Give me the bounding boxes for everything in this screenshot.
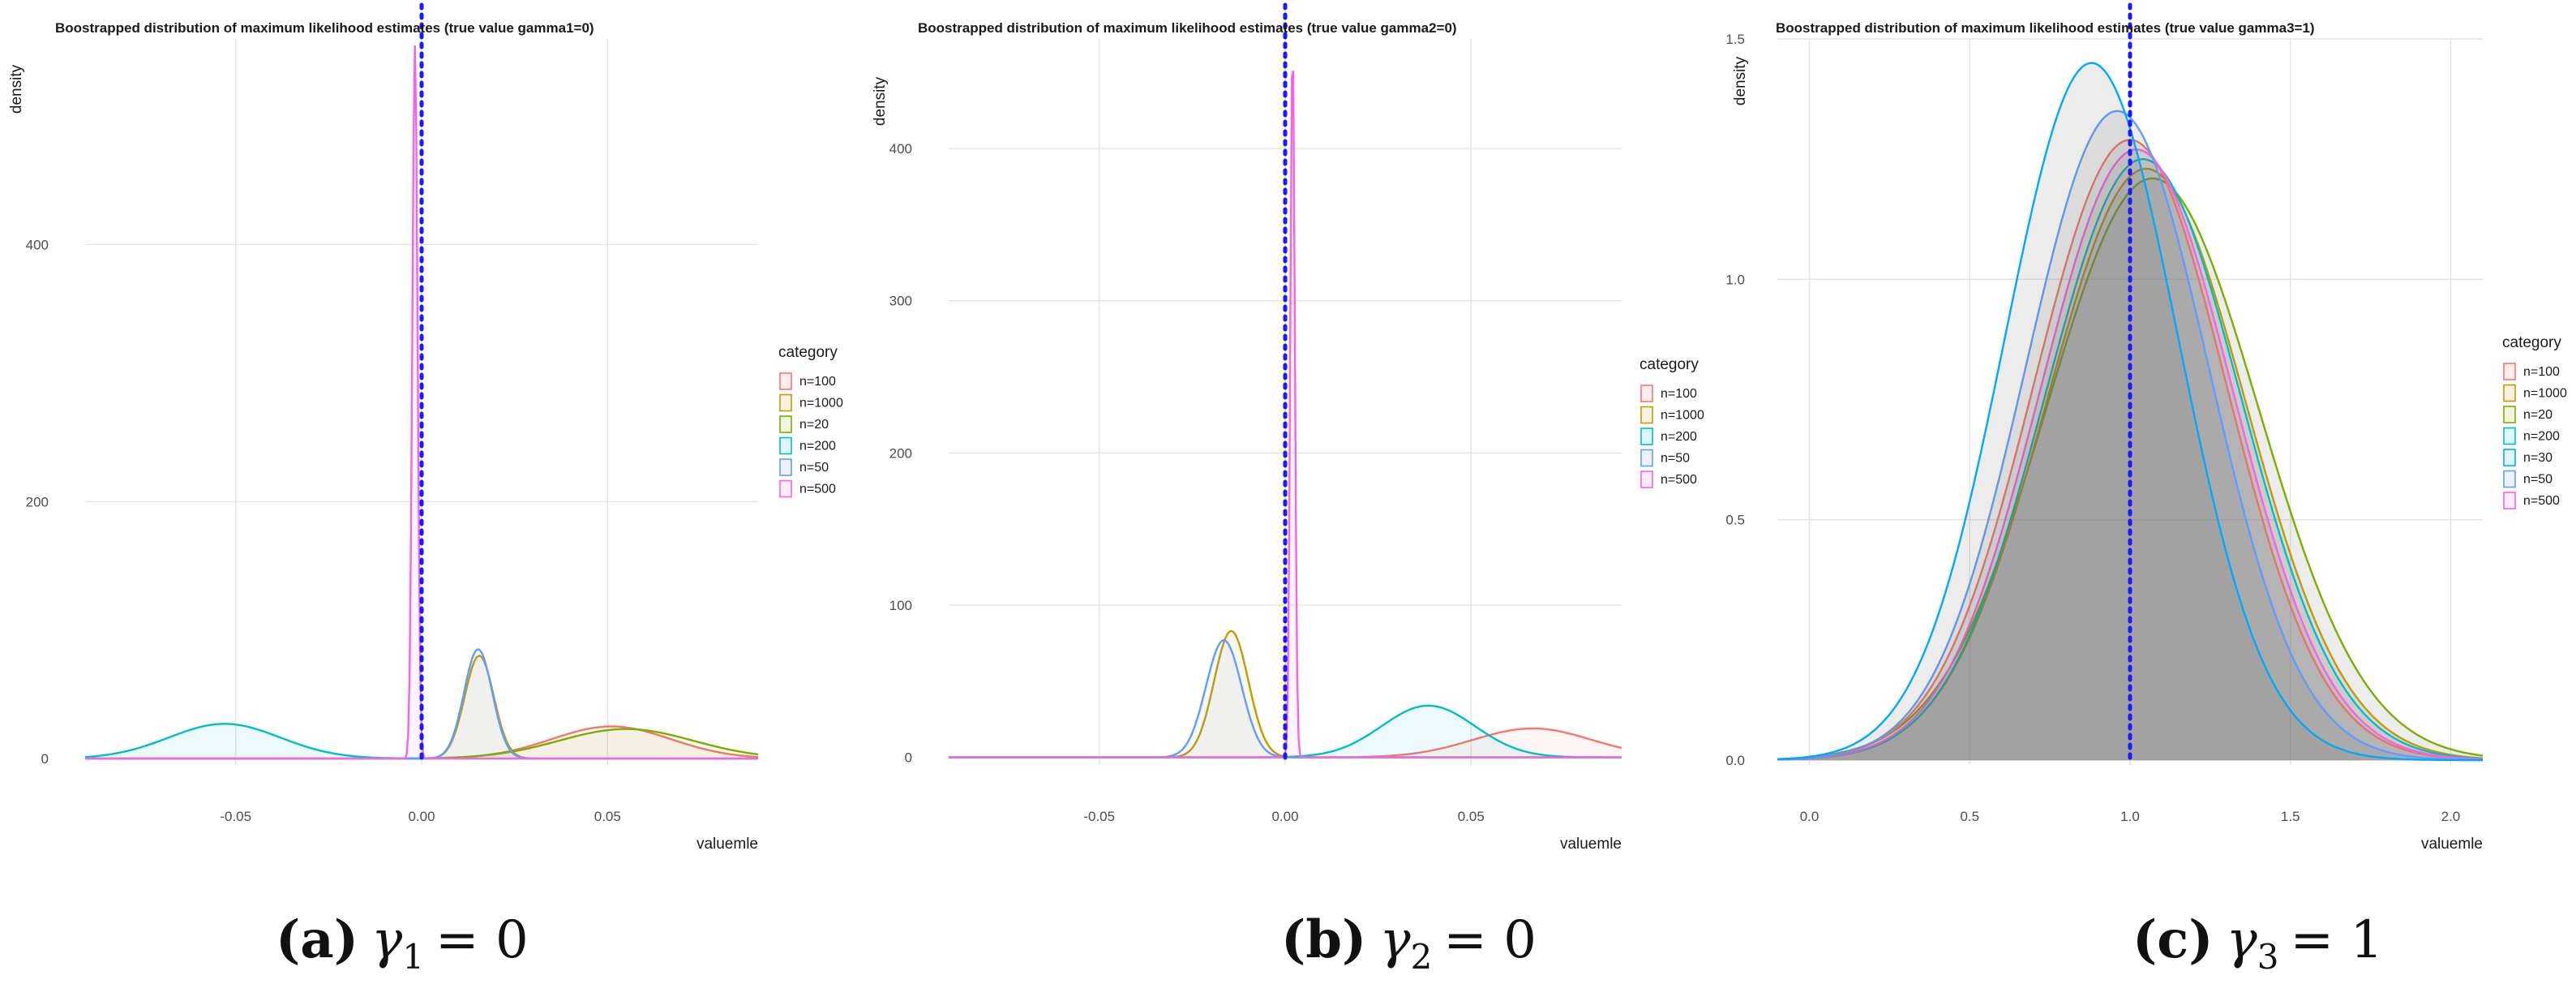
x-tick-label: 2.0	[2441, 809, 2461, 824]
y-tick-label: 1.0	[1725, 272, 1745, 287]
chart-title: Boostrapped distribution of maximum like…	[918, 20, 1457, 36]
y-axis-label: density	[872, 76, 889, 126]
legend-label-n=1000: n=1000	[1661, 409, 1704, 423]
x-tick-label: -0.05	[1083, 809, 1115, 824]
chart-title: Boostrapped distribution of maximum like…	[1776, 20, 2315, 36]
legend-key-n=30	[2503, 449, 2516, 466]
legend-label-n=100: n=100	[799, 375, 836, 389]
legend-key-n=20	[2503, 406, 2516, 423]
legend-key-n=50	[1640, 449, 1653, 467]
x-axis-label: valuemle	[2421, 836, 2483, 853]
legend-key-n=500	[779, 479, 792, 498]
panel-c-gamma3: Boostrapped distribution of maximum like…	[1725, 2, 2567, 977]
panel-caption: (c) γ3 = 1	[2132, 909, 2383, 977]
x-tick-label: 0.00	[1271, 809, 1298, 824]
legend-key-n=100	[1640, 385, 1653, 402]
legend-label-n=200: n=200	[2523, 430, 2560, 444]
density-area-n=100	[949, 728, 1622, 758]
density-curve-n=30	[1777, 62, 2483, 762]
x-axis-label: valuemle	[697, 836, 758, 853]
density-area-n=100	[85, 726, 758, 759]
legend-label-n=50: n=50	[1661, 452, 1690, 466]
x-tick-label: 0.0	[1800, 809, 1819, 824]
y-axis-label: density	[8, 64, 25, 114]
density-area-n=20	[1777, 178, 2483, 761]
legend-label-n=1000: n=1000	[2523, 387, 2567, 401]
legend-key-n=20	[779, 415, 792, 433]
y-tick-label: 0.5	[1725, 513, 1745, 528]
density-curve-n=500	[85, 45, 758, 760]
panel-caption: (b) γ2 = 0	[1281, 909, 1537, 977]
legend-label-n=1000: n=1000	[799, 397, 843, 410]
x-tick-label: 1.0	[2120, 809, 2140, 824]
x-tick-label: -0.05	[220, 809, 251, 824]
density-area-n=30	[1777, 62, 2483, 761]
legend-title: category	[2502, 334, 2561, 351]
chart-title: Boostrapped distribution of maximum like…	[55, 20, 594, 36]
y-tick-label: 0	[41, 751, 49, 767]
y-tick-label: 0.0	[1725, 753, 1745, 768]
y-axis-label: density	[1732, 56, 1749, 105]
x-tick-label: 0.00	[408, 809, 435, 824]
legend-title: category	[1639, 356, 1699, 373]
density-area-n=200	[1777, 159, 2483, 761]
x-tick-label: 0.05	[594, 809, 621, 824]
legend-key-n=500	[1640, 471, 1653, 488]
y-tick-label: 0	[905, 750, 912, 766]
y-tick-label: 200	[889, 445, 912, 461]
y-tick-label: 1.5	[1725, 32, 1745, 47]
legend-label-n=200: n=200	[799, 440, 836, 453]
density-area-n=200	[949, 705, 1622, 758]
y-tick-label: 300	[889, 294, 912, 309]
x-tick-label: 0.05	[1458, 809, 1485, 824]
y-tick-label: 400	[889, 141, 912, 157]
legend-key-n=200	[2503, 427, 2516, 445]
legend-label-n=500: n=500	[1661, 473, 1697, 487]
density-area-n=20	[85, 728, 758, 759]
x-tick-label: 0.5	[1960, 809, 1979, 824]
legend-label-n=500: n=500	[799, 483, 836, 496]
legend-label-n=100: n=100	[2523, 365, 2560, 379]
legend-label-n=20: n=20	[799, 418, 829, 432]
legend-key-n=200	[779, 436, 792, 455]
y-tick-label: 400	[26, 237, 49, 252]
density-curve-n=50	[1777, 110, 2483, 761]
legend-key-n=500	[2503, 492, 2516, 509]
legend-key-n=100	[2503, 363, 2516, 380]
legend-label-n=50: n=50	[799, 461, 829, 475]
legend-key-n=1000	[2503, 384, 2516, 402]
panel-a-gamma1: Boostrapped distribution of maximum like…	[8, 2, 843, 977]
x-axis-label: valuemle	[1560, 836, 1622, 853]
density-area-n=100	[1777, 140, 2483, 761]
legend: category n=100 n=1000 n=20 n=200 n=50 n=500	[778, 344, 843, 498]
legend-label-n=500: n=500	[2523, 494, 2560, 508]
legend-title: category	[778, 344, 838, 361]
legend-key-n=1000	[779, 393, 792, 412]
legend-key-n=100	[779, 372, 792, 390]
y-tick-label: 100	[889, 598, 912, 613]
legend: category n=100 n=1000 n=200 n=50 n=500	[1639, 356, 1704, 488]
panel-caption: (a) γ1 = 0	[276, 909, 529, 977]
legend-key-n=200	[1640, 428, 1653, 445]
legend-label-n=30: n=30	[2523, 451, 2552, 465]
legend-label-n=100: n=100	[1661, 387, 1697, 401]
legend-key-n=1000	[1640, 406, 1653, 424]
legend-key-n=50	[2503, 470, 2516, 488]
density-area-n=200	[85, 724, 758, 759]
legend-label-n=200: n=200	[1661, 430, 1697, 444]
legend-label-n=50: n=50	[2523, 473, 2552, 487]
legend-label-n=20: n=20	[2523, 408, 2552, 422]
legend-key-n=50	[779, 458, 792, 476]
x-tick-label: 1.5	[2281, 809, 2300, 824]
y-tick-label: 200	[26, 494, 49, 509]
legend: category n=100 n=1000 n=20 n=200 n=30 n=50 n=50…	[2502, 334, 2567, 509]
panel-b-gamma2: Boostrapped distribution of maximum like…	[872, 2, 1704, 977]
